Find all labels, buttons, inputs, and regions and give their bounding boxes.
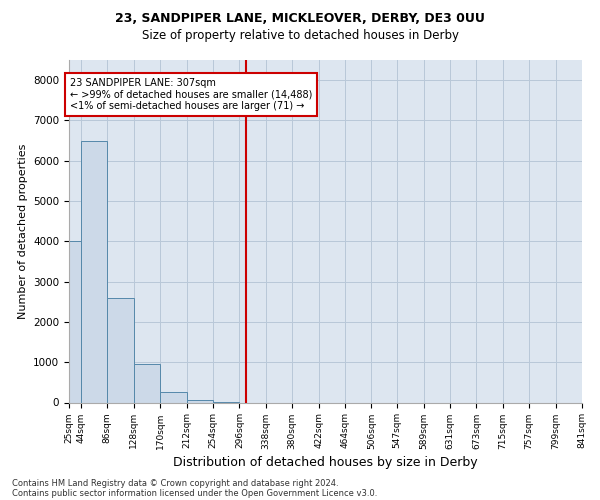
Text: Size of property relative to detached houses in Derby: Size of property relative to detached ho… — [142, 29, 458, 42]
Bar — [160, 392, 187, 402]
Bar — [81, 140, 107, 402]
Text: Contains public sector information licensed under the Open Government Licence v3: Contains public sector information licen… — [12, 488, 377, 498]
Text: 23, SANDPIPER LANE, MICKLEOVER, DERBY, DE3 0UU: 23, SANDPIPER LANE, MICKLEOVER, DERBY, D… — [115, 12, 485, 26]
Bar — [107, 298, 134, 403]
Text: Contains HM Land Registry data © Crown copyright and database right 2024.: Contains HM Land Registry data © Crown c… — [12, 478, 338, 488]
Bar — [69, 242, 81, 402]
X-axis label: Distribution of detached houses by size in Derby: Distribution of detached houses by size … — [173, 456, 478, 468]
Y-axis label: Number of detached properties: Number of detached properties — [17, 144, 28, 319]
Text: 23 SANDPIPER LANE: 307sqm
← >99% of detached houses are smaller (14,488)
<1% of : 23 SANDPIPER LANE: 307sqm ← >99% of deta… — [70, 78, 312, 112]
Bar — [187, 400, 213, 402]
Bar — [134, 364, 160, 403]
